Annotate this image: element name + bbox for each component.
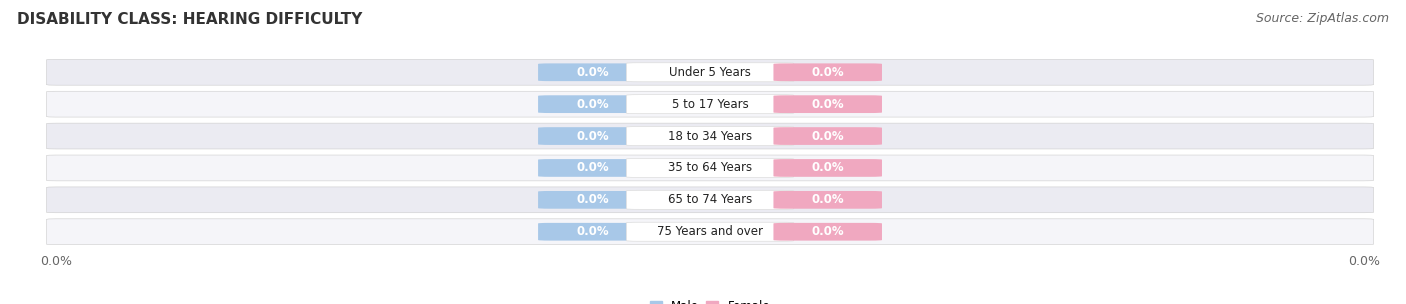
FancyBboxPatch shape <box>626 95 794 114</box>
Text: 0.0%: 0.0% <box>576 98 609 111</box>
FancyBboxPatch shape <box>538 191 647 209</box>
Text: 0.0%: 0.0% <box>811 193 844 206</box>
FancyBboxPatch shape <box>626 126 794 146</box>
FancyBboxPatch shape <box>773 127 882 145</box>
Text: 18 to 34 Years: 18 to 34 Years <box>668 130 752 143</box>
FancyBboxPatch shape <box>46 123 1374 149</box>
Text: 0.0%: 0.0% <box>811 161 844 174</box>
FancyBboxPatch shape <box>46 59 1374 85</box>
FancyBboxPatch shape <box>626 158 794 178</box>
FancyBboxPatch shape <box>773 95 882 113</box>
FancyBboxPatch shape <box>626 190 794 209</box>
Text: 0.0%: 0.0% <box>576 161 609 174</box>
FancyBboxPatch shape <box>46 91 1374 117</box>
Text: Under 5 Years: Under 5 Years <box>669 66 751 79</box>
Text: 0.0%: 0.0% <box>576 66 609 79</box>
Legend: Male, Female: Male, Female <box>645 295 775 304</box>
Text: 5 to 17 Years: 5 to 17 Years <box>672 98 748 111</box>
Text: Source: ZipAtlas.com: Source: ZipAtlas.com <box>1256 12 1389 25</box>
FancyBboxPatch shape <box>538 95 647 113</box>
Text: 65 to 74 Years: 65 to 74 Years <box>668 193 752 206</box>
Text: 0.0%: 0.0% <box>811 225 844 238</box>
Text: 75 Years and over: 75 Years and over <box>657 225 763 238</box>
Text: 0.0%: 0.0% <box>811 98 844 111</box>
FancyBboxPatch shape <box>46 155 1374 181</box>
Text: 0.0%: 0.0% <box>576 193 609 206</box>
Text: 35 to 64 Years: 35 to 64 Years <box>668 161 752 174</box>
FancyBboxPatch shape <box>46 219 1374 245</box>
FancyBboxPatch shape <box>538 159 647 177</box>
Text: 0.0%: 0.0% <box>576 225 609 238</box>
FancyBboxPatch shape <box>773 223 882 240</box>
Text: 0.0%: 0.0% <box>811 130 844 143</box>
FancyBboxPatch shape <box>538 64 647 81</box>
FancyBboxPatch shape <box>626 63 794 82</box>
FancyBboxPatch shape <box>538 223 647 240</box>
FancyBboxPatch shape <box>538 127 647 145</box>
FancyBboxPatch shape <box>46 187 1374 213</box>
Text: 0.0%: 0.0% <box>576 130 609 143</box>
FancyBboxPatch shape <box>773 159 882 177</box>
FancyBboxPatch shape <box>773 64 882 81</box>
FancyBboxPatch shape <box>626 222 794 241</box>
Text: 0.0%: 0.0% <box>811 66 844 79</box>
FancyBboxPatch shape <box>773 191 882 209</box>
Text: DISABILITY CLASS: HEARING DIFFICULTY: DISABILITY CLASS: HEARING DIFFICULTY <box>17 12 363 27</box>
